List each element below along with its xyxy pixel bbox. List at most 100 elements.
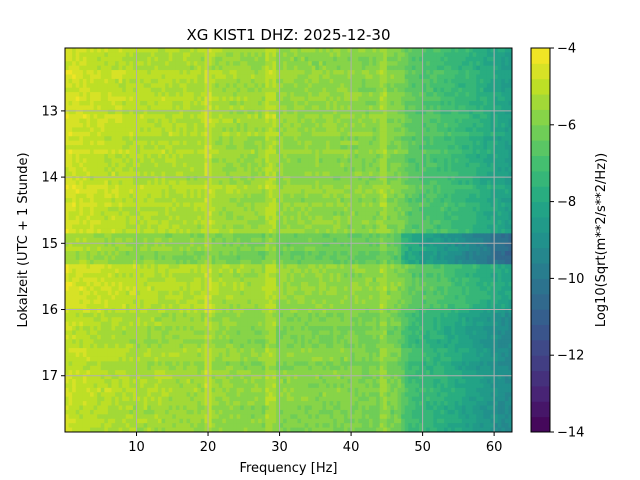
heatmap-cell [286,176,291,182]
heatmap-cell [340,83,345,89]
heatmap-cell [275,198,281,204]
heatmap-cell [190,74,195,80]
heatmap-cell [383,140,388,146]
heatmap-cell [143,136,148,142]
heatmap-cell [272,100,277,106]
heatmap-cell [136,118,141,124]
heatmap-cell [368,127,374,133]
heatmap-cell [376,206,381,212]
heatmap-cell [147,96,152,102]
heatmap-cell [186,206,191,212]
heatmap-cell [125,176,130,182]
heatmap-cell [372,105,377,111]
heatmap-cell [501,215,506,221]
heatmap-cell [132,52,138,58]
heatmap-cell [408,109,413,115]
heatmap-cell [115,83,120,89]
heatmap-cell [157,127,163,133]
heatmap-cell [472,167,477,173]
heatmap-cell [368,123,374,129]
heatmap-cell [472,48,477,54]
heatmap-cell [143,162,148,168]
heatmap-cell [347,162,352,168]
heatmap-cell [186,140,191,146]
heatmap-cell [301,176,306,182]
heatmap-cell [483,171,488,177]
heatmap-cell [268,158,274,164]
heatmap-cell [136,48,141,54]
heatmap-cell [436,83,442,89]
heatmap-cell [368,198,374,204]
heatmap-cell [326,167,331,173]
heatmap-cell [447,92,452,98]
heatmap-cell [97,220,102,226]
heatmap-cell [268,153,274,159]
heatmap-cell [179,211,184,217]
heatmap-cell [208,167,213,173]
heatmap-cell [404,61,409,67]
heatmap-cell [336,87,341,93]
heatmap-cell [372,87,377,93]
heatmap-cell [97,78,102,84]
heatmap-cell [393,206,399,212]
heatmap-cell [122,189,127,195]
heatmap-cell [401,176,406,182]
heatmap-cell [254,176,259,182]
heatmap-cell [386,105,392,111]
heatmap-cell [472,131,477,137]
heatmap-cell [451,198,456,204]
heatmap-cell [233,198,238,204]
heatmap-cell [208,78,213,84]
heatmap-cell [211,189,216,195]
heatmap-cell [250,48,256,54]
heatmap-cell [186,215,191,221]
heatmap-cell [86,96,91,102]
heatmap-cell [254,149,259,155]
heatmap-cell [161,127,166,133]
heatmap-cell [154,131,159,137]
heatmap-cell [408,153,413,159]
heatmap-cell [383,61,388,67]
heatmap-cell [86,123,91,129]
heatmap-cell [175,61,181,67]
heatmap-cell [283,127,288,133]
heatmap-cell [183,180,188,186]
heatmap-cell [447,61,452,67]
heatmap-cell [93,206,98,212]
heatmap-cell [240,153,245,159]
heatmap-cell [461,87,467,93]
heatmap-cell [140,206,145,212]
heatmap-cell [290,162,295,168]
heatmap-cell [279,153,284,159]
heatmap-cell [411,206,417,212]
heatmap-cell [322,193,327,199]
heatmap-cell [233,180,238,186]
heatmap-cell [165,83,170,89]
heatmap-cell [476,131,481,137]
heatmap-cell [372,202,377,208]
heatmap-cell [183,114,188,120]
heatmap-cell [265,114,270,120]
heatmap-cell [404,211,409,217]
heatmap-cell [175,215,181,221]
heatmap-cell [465,70,470,76]
heatmap-cell [340,78,345,84]
heatmap-cell [225,78,231,84]
heatmap-cell [258,149,263,155]
heatmap-cell [318,211,324,217]
heatmap-cell [215,176,220,182]
heatmap-cell [365,167,370,173]
heatmap-cell [147,105,152,111]
heatmap-cell [118,193,123,199]
heatmap-cell [157,176,163,182]
heatmap-cell [404,96,409,102]
heatmap-cell [444,127,449,133]
heatmap-cell [501,109,506,115]
heatmap-cell [436,65,442,71]
heatmap-cell [161,140,166,146]
heatmap-cell [376,109,381,115]
heatmap-cell [172,153,177,159]
heatmap-cell [229,145,234,151]
heatmap-cell [401,118,406,124]
heatmap-cell [68,136,73,142]
